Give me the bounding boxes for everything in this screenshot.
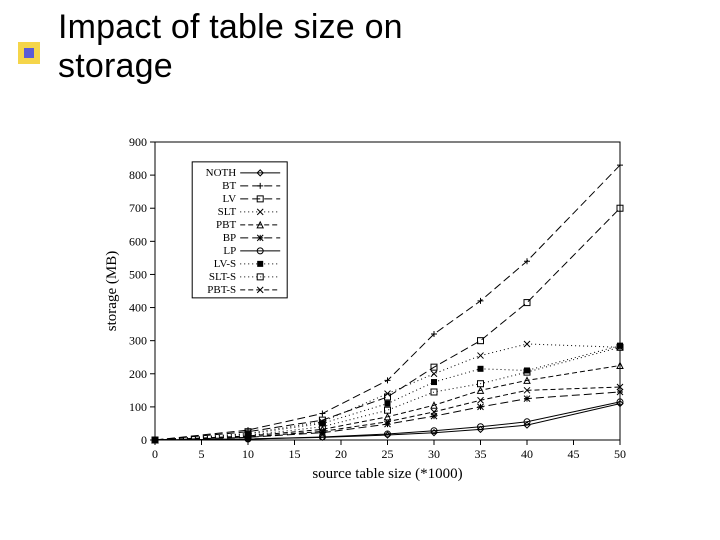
svg-text:LV: LV [223,193,237,205]
svg-text:500: 500 [129,267,147,281]
svg-text:900: 900 [129,135,147,149]
svg-text:35: 35 [475,447,487,461]
storage-chart: 0510152025303540455001002003004005006007… [100,130,630,490]
svg-text:50: 50 [614,447,626,461]
svg-text:10: 10 [242,447,254,461]
svg-text:NOTH: NOTH [206,167,237,179]
svg-text:30: 30 [428,447,440,461]
svg-text:40: 40 [521,447,533,461]
svg-text:600: 600 [129,234,147,248]
title-bullet-icon [18,42,40,64]
svg-text:700: 700 [129,201,147,215]
svg-text:25: 25 [382,447,394,461]
svg-text:200: 200 [129,367,147,381]
title-line-1: Impact of table size on [58,8,403,46]
svg-text:SLT-S: SLT-S [209,271,236,283]
svg-text:300: 300 [129,334,147,348]
svg-text:SLT: SLT [218,206,237,218]
title-line-2: storage [58,47,173,85]
svg-text:5: 5 [199,447,205,461]
slide: Impact of table size on storage 0 5 10 15 20… [0,0,720,540]
slide-title: Impact of table size on storage [58,8,403,86]
svg-text:0: 0 [152,447,158,461]
svg-text:PBT-S: PBT-S [207,284,236,296]
svg-text:45: 45 [568,447,580,461]
svg-text:0: 0 [141,433,147,447]
svg-text:BP: BP [223,232,236,244]
x-axis-label: source table size (*1000) [312,466,462,482]
svg-text:100: 100 [129,400,147,414]
svg-text:PBT: PBT [216,219,236,231]
svg-text:15: 15 [289,447,301,461]
svg-text:20: 20 [335,447,347,461]
chart-svg: 0510152025303540455001002003004005006007… [100,130,630,490]
svg-text:BT: BT [222,180,236,192]
svg-text:800: 800 [129,168,147,182]
plot-area: 0510152025303540455001002003004005006007… [129,135,626,461]
svg-text:400: 400 [129,301,147,315]
svg-text:LV-S: LV-S [214,258,236,270]
svg-text:LP: LP [223,245,236,257]
y-axis-label: storage (MB) [104,251,120,331]
